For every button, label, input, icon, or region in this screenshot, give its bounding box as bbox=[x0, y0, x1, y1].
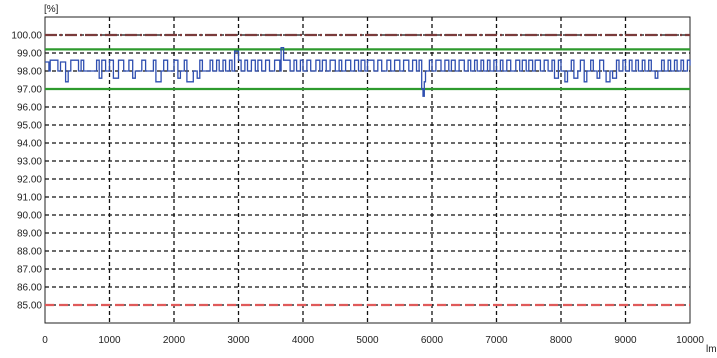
x-tick-label: 3000 bbox=[227, 335, 250, 346]
y-tick-label: 94.00 bbox=[17, 139, 42, 150]
y-tick-label: 93.00 bbox=[17, 157, 42, 168]
y-tick-labels: 85.00 86.00 87.00 88.00 89.00 90.00 91.00 92.00… bbox=[11, 31, 42, 312]
x-tick-label: 2000 bbox=[163, 335, 186, 346]
y-tick-label: 100.00 bbox=[11, 31, 42, 42]
y-tick-label: 85.00 bbox=[17, 301, 42, 312]
x-tick-label: 0 bbox=[42, 335, 48, 346]
series-line-0 bbox=[45, 46, 691, 97]
x-tick-labels: 0 1000 2000 3000 4000 5000 6000 7000 8000 9000 100… bbox=[42, 335, 704, 346]
y-tick-label: 98.00 bbox=[17, 67, 42, 78]
x-axis-unit-label: lm bbox=[706, 344, 717, 355]
x-tick-label: 8000 bbox=[550, 335, 573, 346]
y-tick-label: 89.00 bbox=[17, 229, 42, 240]
x-tick-label: 4000 bbox=[292, 335, 315, 346]
x-tick-label: 9000 bbox=[614, 335, 637, 346]
y-axis-unit-label: [%] bbox=[44, 4, 59, 15]
series-layer bbox=[45, 46, 691, 97]
x-tick-label: 5000 bbox=[356, 335, 379, 346]
y-tick-label: 91.00 bbox=[17, 193, 42, 204]
y-tick-label: 99.00 bbox=[17, 49, 42, 60]
y-tick-label: 87.00 bbox=[17, 265, 42, 276]
x-tick-label: 6000 bbox=[421, 335, 444, 346]
x-tick-label: 7000 bbox=[485, 335, 508, 346]
y-tick-label: 95.00 bbox=[17, 121, 42, 132]
reference-lines-layer bbox=[45, 33, 690, 307]
y-tick-label: 90.00 bbox=[17, 211, 42, 222]
y-tick-label: 88.00 bbox=[17, 247, 42, 258]
y-tick-label: 86.00 bbox=[17, 283, 42, 294]
x-tick-label: 10000 bbox=[676, 335, 704, 346]
y-tick-label: 97.00 bbox=[17, 85, 42, 96]
x-tick-label: 1000 bbox=[98, 335, 121, 346]
y-tick-label: 92.00 bbox=[17, 175, 42, 186]
y-tick-label: 96.00 bbox=[17, 103, 42, 114]
